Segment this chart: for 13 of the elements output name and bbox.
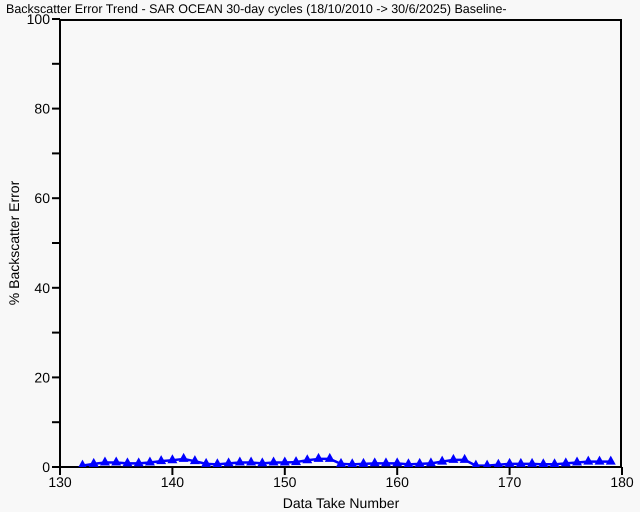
y-tick-label: 80	[34, 100, 50, 117]
x-axis-title: Data Take Number	[282, 495, 400, 511]
y-tick-label: 40	[34, 280, 50, 296]
y-tick-label: 20	[34, 369, 50, 386]
x-tick-label: 160	[386, 474, 410, 490]
x-tick-label: 140	[160, 474, 184, 490]
x-tick-label: 170	[498, 474, 522, 490]
y-tick-label: 60	[34, 190, 50, 206]
y-tick-label: 0	[42, 458, 50, 475]
x-tick-label: 130	[48, 474, 72, 490]
x-tick-label: 150	[273, 474, 297, 490]
y-axis-title: % Backscatter Error	[6, 180, 22, 306]
x-tick-label: 180	[610, 474, 634, 490]
